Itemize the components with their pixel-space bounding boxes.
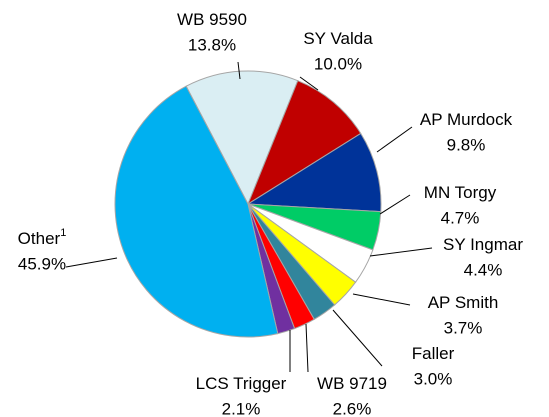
footnote-mark: 1 xyxy=(60,227,66,239)
category-label: WB 9590 xyxy=(177,10,247,29)
category-label: AP Smith xyxy=(428,293,499,312)
category-label: Faller xyxy=(412,344,455,363)
value-label: 2.6% xyxy=(333,399,372,417)
value-label: 10.0% xyxy=(314,54,362,73)
category-label: AP Murdock xyxy=(420,110,513,129)
leader-line xyxy=(369,247,433,257)
category-name: Other xyxy=(18,229,61,248)
pie-slice xyxy=(246,132,382,213)
value-label: 3.0% xyxy=(414,369,453,388)
category-label: SY Valda xyxy=(303,29,373,48)
category-name: WB 9719 xyxy=(317,374,387,393)
value-label: 45.9% xyxy=(18,254,66,273)
leader-line xyxy=(332,309,383,367)
category-label: WB 9719 xyxy=(317,374,387,393)
value-label: 13.8% xyxy=(188,35,236,54)
leader-line xyxy=(352,293,411,306)
value-label: 4.7% xyxy=(441,208,480,227)
leader-line xyxy=(299,76,319,91)
category-name: WB 9590 xyxy=(177,10,247,29)
category-name: AP Smith xyxy=(428,293,499,312)
category-name: Faller xyxy=(412,344,455,363)
category-name: MN Torgy xyxy=(424,183,497,202)
leader-line xyxy=(305,323,309,373)
value-label: 9.8% xyxy=(447,135,486,154)
category-name: AP Murdock xyxy=(420,110,513,129)
category-label: MN Torgy xyxy=(424,183,497,202)
category-name: SY Valda xyxy=(303,29,373,48)
category-label: Other1 xyxy=(18,227,67,249)
pie-slice xyxy=(185,70,299,206)
pie-slice xyxy=(246,80,362,206)
leader-line xyxy=(376,126,413,153)
leader-line xyxy=(65,257,118,268)
leader-line xyxy=(237,61,241,80)
value-label: 2.1% xyxy=(222,399,261,417)
category-label: LCS Trigger xyxy=(196,374,287,393)
value-label: 4.4% xyxy=(464,260,503,279)
category-name: SY Ingmar xyxy=(443,235,523,254)
value-label: 3.7% xyxy=(444,318,483,337)
pie-slice xyxy=(114,85,279,338)
category-name: LCS Trigger xyxy=(196,374,287,393)
leader-line xyxy=(379,194,411,215)
category-label: SY Ingmar xyxy=(443,235,523,254)
